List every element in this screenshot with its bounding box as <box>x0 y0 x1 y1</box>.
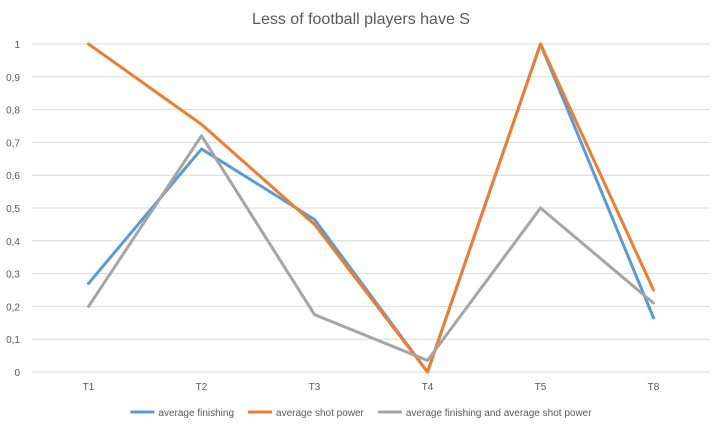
y-tick-label: 0 <box>14 368 20 379</box>
y-tick-label: 1 <box>14 40 20 51</box>
gridlines <box>32 43 710 373</box>
x-tick-label: T5 <box>535 382 547 393</box>
legend-item-3: average finishing and average shot power <box>377 408 592 419</box>
y-tick-label: 0,6 <box>6 171 20 182</box>
y-tick-label: 0,8 <box>6 106 20 117</box>
y-tick-label: 0,9 <box>6 73 20 84</box>
y-axis-tick-labels: 0 0,1 0,2 0,3 0,4 0,5 0,6 0,7 0,8 0,9 1 <box>6 40 20 379</box>
legend-label: average shot power <box>276 408 365 419</box>
y-tick-label: 0,3 <box>6 270 20 281</box>
series-line-3 <box>87 134 655 363</box>
y-tick-label: 0,2 <box>6 302 20 313</box>
x-tick-label: T3 <box>309 382 321 393</box>
legend-label: average finishing and average shot power <box>406 408 592 419</box>
series-line-2 <box>87 42 655 374</box>
y-tick-label: 0,5 <box>6 204 20 215</box>
legend: average finishing average shot power avera… <box>130 408 592 419</box>
legend-item-1: average finishing <box>130 408 234 419</box>
legend-item-2: average shot power <box>248 408 365 419</box>
y-tick-label: 0,1 <box>6 335 20 346</box>
x-tick-label: T1 <box>83 382 95 393</box>
x-tick-label: T8 <box>648 382 660 393</box>
x-tick-label: T2 <box>196 382 208 393</box>
y-tick-label: 0,7 <box>6 138 20 149</box>
x-tick-label: T4 <box>422 382 434 393</box>
x-axis-tick-labels: T1 T2 T3 T4 T5 T8 <box>83 382 660 393</box>
series-lines <box>87 42 655 374</box>
chart-title: Less of football players have S <box>252 11 470 28</box>
legend-label: average finishing <box>158 408 234 419</box>
y-tick-label: 0,4 <box>6 237 20 248</box>
